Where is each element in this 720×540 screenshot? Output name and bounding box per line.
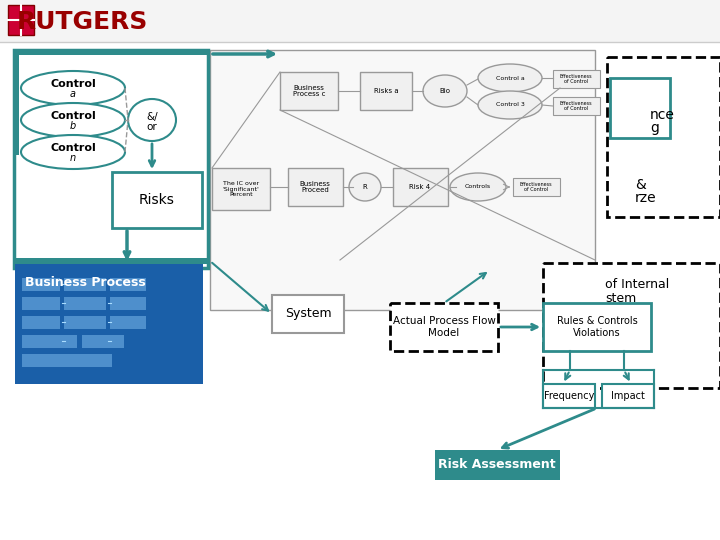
Bar bbox=[64, 316, 106, 329]
Text: Control a: Control a bbox=[495, 76, 524, 80]
Text: stem: stem bbox=[605, 292, 636, 305]
Text: R: R bbox=[363, 184, 367, 190]
Text: Control: Control bbox=[50, 79, 96, 89]
Bar bbox=[22, 297, 60, 310]
Bar bbox=[112, 172, 202, 228]
Bar bbox=[543, 263, 720, 388]
Text: n: n bbox=[70, 153, 76, 163]
Text: Effectiveness
of Control: Effectiveness of Control bbox=[559, 73, 593, 84]
Text: g: g bbox=[650, 121, 659, 135]
Text: nce: nce bbox=[650, 108, 675, 122]
Bar bbox=[607, 57, 720, 217]
Text: Control: Control bbox=[50, 111, 96, 121]
Text: &/: &/ bbox=[146, 112, 158, 122]
Ellipse shape bbox=[423, 75, 467, 107]
Bar bbox=[610, 78, 670, 138]
Bar bbox=[435, 450, 560, 480]
Text: of Internal: of Internal bbox=[605, 279, 670, 292]
Bar bbox=[14, 258, 210, 264]
Bar bbox=[14, 50, 210, 55]
Bar bbox=[513, 178, 560, 196]
Bar bbox=[272, 295, 344, 333]
Bar bbox=[110, 278, 146, 291]
Text: Business Process: Business Process bbox=[25, 276, 145, 289]
Text: Bio: Bio bbox=[439, 88, 451, 94]
Bar bbox=[64, 297, 106, 310]
Text: Risk 4: Risk 4 bbox=[410, 184, 431, 190]
Ellipse shape bbox=[349, 173, 381, 201]
Ellipse shape bbox=[21, 103, 125, 137]
Text: or: or bbox=[147, 122, 158, 132]
Bar bbox=[602, 384, 654, 408]
Bar bbox=[14, 50, 208, 268]
Text: Actual Process Flow
Model: Actual Process Flow Model bbox=[392, 316, 495, 338]
Text: b: b bbox=[70, 121, 76, 131]
Bar bbox=[22, 354, 112, 367]
Bar bbox=[360, 72, 412, 110]
Ellipse shape bbox=[478, 91, 542, 119]
Text: rze: rze bbox=[635, 191, 657, 205]
Ellipse shape bbox=[450, 173, 506, 201]
Bar bbox=[390, 303, 498, 351]
Text: Business
Proceed: Business Proceed bbox=[300, 180, 330, 193]
Bar bbox=[8, 5, 34, 35]
Bar bbox=[553, 97, 600, 115]
Text: Business
Process c: Business Process c bbox=[293, 84, 325, 98]
Ellipse shape bbox=[478, 64, 542, 92]
Bar bbox=[212, 168, 270, 210]
Text: Impact: Impact bbox=[611, 391, 645, 401]
Bar bbox=[14, 50, 19, 155]
Text: Effectiveness
of Control: Effectiveness of Control bbox=[559, 100, 593, 111]
Bar bbox=[15, 264, 203, 384]
Bar bbox=[543, 303, 651, 351]
Text: Control: Control bbox=[50, 143, 96, 153]
Bar bbox=[64, 278, 106, 291]
Bar bbox=[288, 168, 343, 206]
Ellipse shape bbox=[21, 71, 125, 105]
Bar bbox=[110, 316, 146, 329]
Text: a: a bbox=[70, 89, 76, 99]
Bar bbox=[393, 168, 448, 206]
Text: Risks: Risks bbox=[139, 193, 175, 207]
Text: &: & bbox=[635, 178, 646, 192]
Text: Controls: Controls bbox=[465, 185, 491, 190]
Bar bbox=[280, 72, 338, 110]
Text: Rules & Controls
Violations: Rules & Controls Violations bbox=[557, 316, 637, 338]
Text: Risks a: Risks a bbox=[374, 88, 398, 94]
Bar bbox=[110, 297, 146, 310]
Bar bbox=[82, 335, 124, 348]
Bar bbox=[210, 50, 595, 310]
Text: System: System bbox=[284, 307, 331, 321]
Text: Control 3: Control 3 bbox=[495, 103, 524, 107]
Ellipse shape bbox=[128, 99, 176, 141]
Text: Effectiveness
of Control: Effectiveness of Control bbox=[520, 181, 552, 192]
Bar bbox=[22, 316, 60, 329]
Text: RUTGERS: RUTGERS bbox=[17, 10, 148, 34]
Ellipse shape bbox=[21, 135, 125, 169]
Text: Frequency: Frequency bbox=[544, 391, 594, 401]
Bar bbox=[553, 70, 600, 88]
Bar bbox=[0, 0, 720, 42]
Bar bbox=[22, 278, 60, 291]
Bar bbox=[543, 384, 595, 408]
Text: The IC over
'Significant'
Percent: The IC over 'Significant' Percent bbox=[222, 181, 259, 197]
Bar bbox=[22, 335, 77, 348]
Text: Risk Assessment: Risk Assessment bbox=[438, 458, 556, 471]
